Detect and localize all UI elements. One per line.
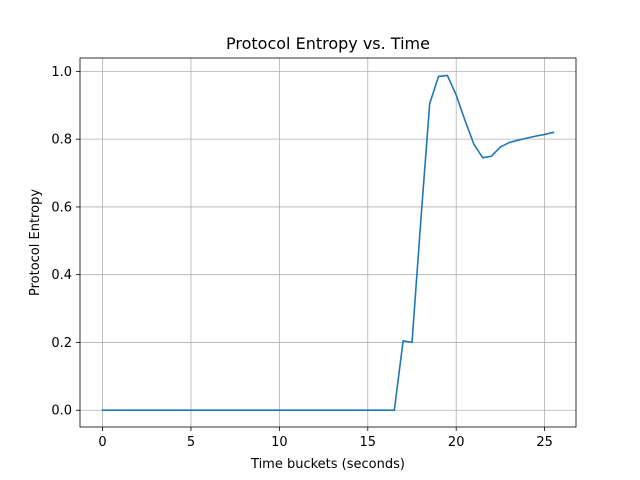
x-tick-label: 0 <box>98 435 106 450</box>
x-tick-label: 15 <box>360 435 377 450</box>
y-tick-label: 0.8 <box>51 133 72 148</box>
x-tick-label: 25 <box>536 435 553 450</box>
x-axis-label: Time buckets (seconds) <box>250 457 405 472</box>
axis-ticks: 0 5 10 15 20 25 0.0 0.2 0.4 0.6 0.8 1.0 <box>51 65 553 450</box>
y-tick-label: 0.4 <box>51 268 72 283</box>
chart-title: Protocol Entropy vs. Time <box>226 34 430 53</box>
y-tick-label: 0.2 <box>51 336 72 351</box>
x-tick-label: 5 <box>187 435 195 450</box>
series-layer <box>101 74 555 412</box>
y-tick-label: 1.0 <box>51 65 72 80</box>
series-line <box>101 74 555 412</box>
grid <box>80 58 576 427</box>
x-tick-label: 20 <box>448 435 465 450</box>
y-tick-label: 0.0 <box>51 404 72 419</box>
plot-frame <box>79 57 577 428</box>
y-axis-label: Protocol Entropy <box>28 189 43 296</box>
y-tick-label: 0.6 <box>51 200 72 215</box>
x-tick-label: 10 <box>271 435 288 450</box>
